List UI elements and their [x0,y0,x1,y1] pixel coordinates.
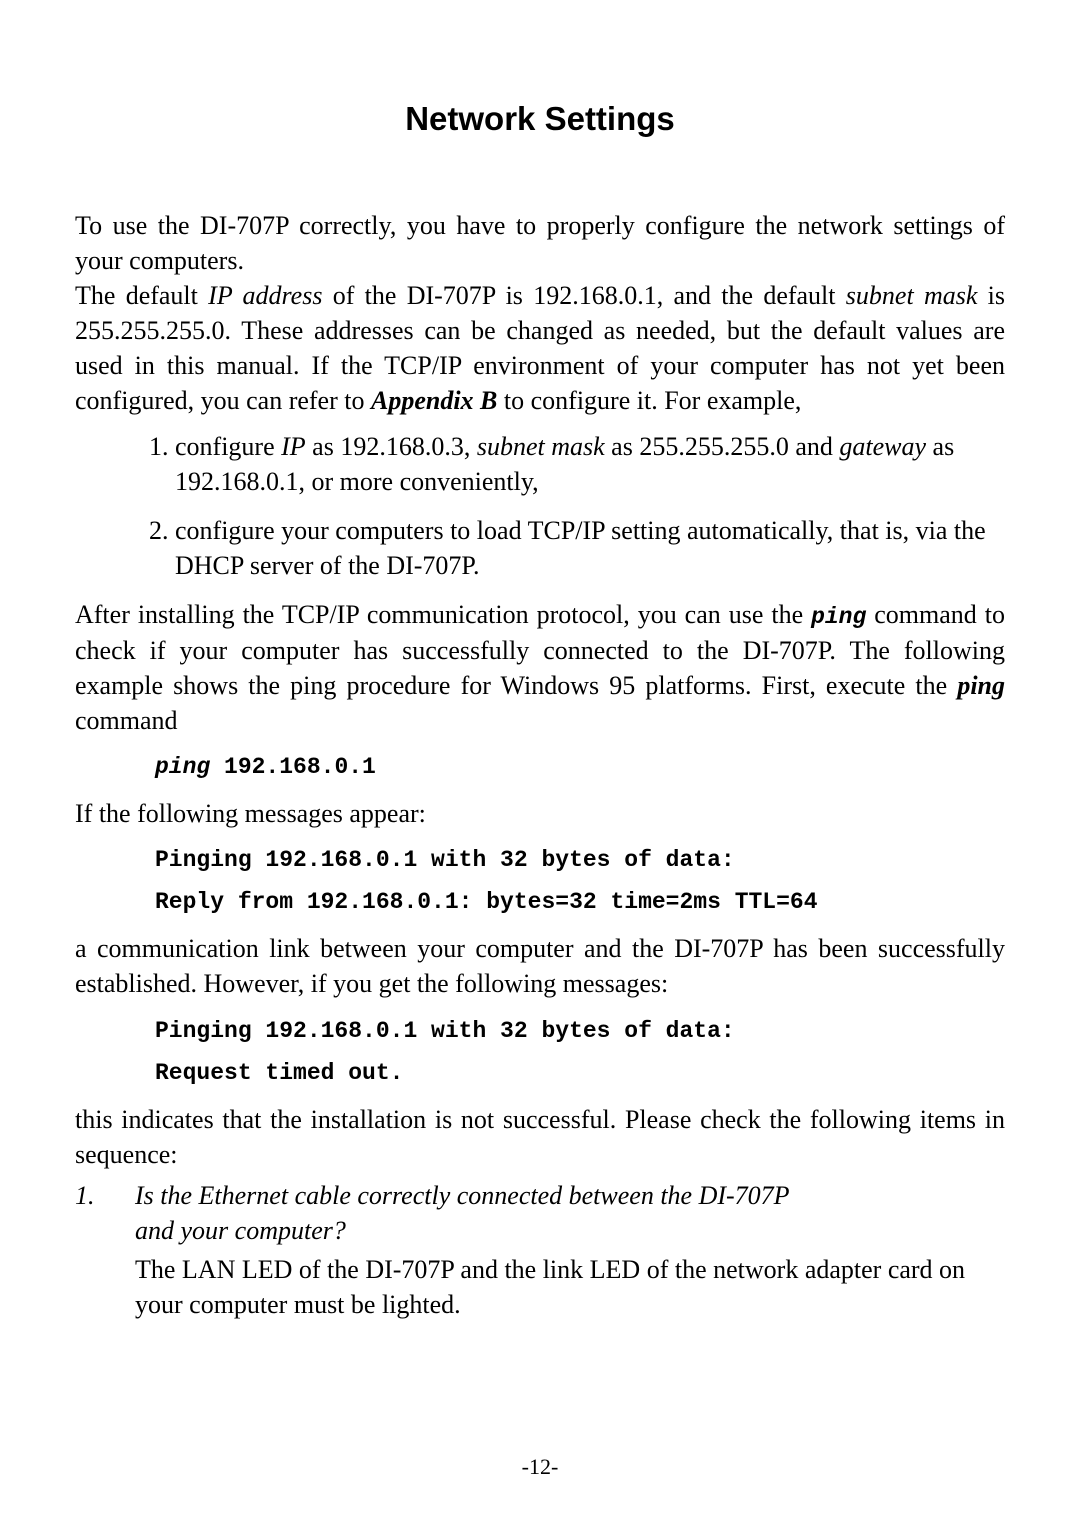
text-segment: The default [75,281,208,310]
ping-success-output: Pinging 192.168.0.1 with 32 bytes of dat… [155,847,1005,915]
intro-paragraph-2: The default IP address of the DI-707P is… [75,278,1005,418]
ip-term: IP [281,432,306,461]
text-segment: command [75,706,178,735]
page-title: Network Settings [75,100,1005,138]
ping-target-ip: 192.168.0.1 [210,754,376,780]
checklist-item: 1. Is the Ethernet cable correctly conne… [75,1178,1005,1248]
text-segment: configure [175,432,281,461]
communication-ok-paragraph: a communication link between your comput… [75,931,1005,1001]
page-number: -12- [0,1454,1080,1480]
checklist-number: 1. [75,1178,135,1248]
list-item: configure IP as 192.168.0.3, subnet mask… [175,429,1005,499]
fail-note-paragraph: this indicates that the installation is … [75,1102,1005,1172]
code-line: Pinging 192.168.0.1 with 32 bytes of dat… [155,847,1005,873]
ping-command-example: ping 192.168.0.1 [155,754,1005,780]
document-page: Network Settings To use the DI-707P corr… [0,0,1080,1535]
text-segment: as 255.255.255.0 and [611,432,839,461]
gateway-term: gateway [839,432,926,461]
list-item: configure your computers to load TCP/IP … [175,513,1005,583]
ping-keyword: ping [155,754,210,780]
ping-command-term: ping [957,671,1005,700]
after-install-paragraph: After installing the TCP/IP communicatio… [75,597,1005,738]
appendix-ref: Appendix B [371,386,497,415]
code-line: Reply from 192.168.0.1: bytes=32 time=2m… [155,889,1005,915]
ip-address-label: IP address [208,281,322,310]
code-line: Request timed out. [155,1060,1005,1086]
text-segment: as 192.168.0.3, [306,432,477,461]
config-steps-list: configure IP as 192.168.0.3, subnet mask… [75,429,1005,583]
code-line: Pinging 192.168.0.1 with 32 bytes of dat… [155,1018,1005,1044]
subnet-mask-label: subnet mask [846,281,978,310]
text-segment: of the DI-707P is 192.168.0.1, and the d… [322,281,845,310]
ping-fail-output: Pinging 192.168.0.1 with 32 bytes of dat… [155,1018,1005,1086]
text-segment: After installing the TCP/IP communicatio… [75,600,811,629]
question-line: Is the Ethernet cable correctly connecte… [135,1178,790,1213]
if-messages-paragraph: If the following messages appear: [75,796,1005,831]
question-line: and your computer? [135,1213,790,1248]
ping-command-term: ping [811,604,866,630]
checklist-answer: The LAN LED of the DI-707P and the link … [135,1252,1005,1322]
checklist-question: Is the Ethernet cable correctly connecte… [135,1178,790,1248]
intro-paragraph-1: To use the DI-707P correctly, you have t… [75,208,1005,278]
subnet-mask-term: subnet mask [477,432,611,461]
text-segment: to configure it. For example, [497,386,801,415]
